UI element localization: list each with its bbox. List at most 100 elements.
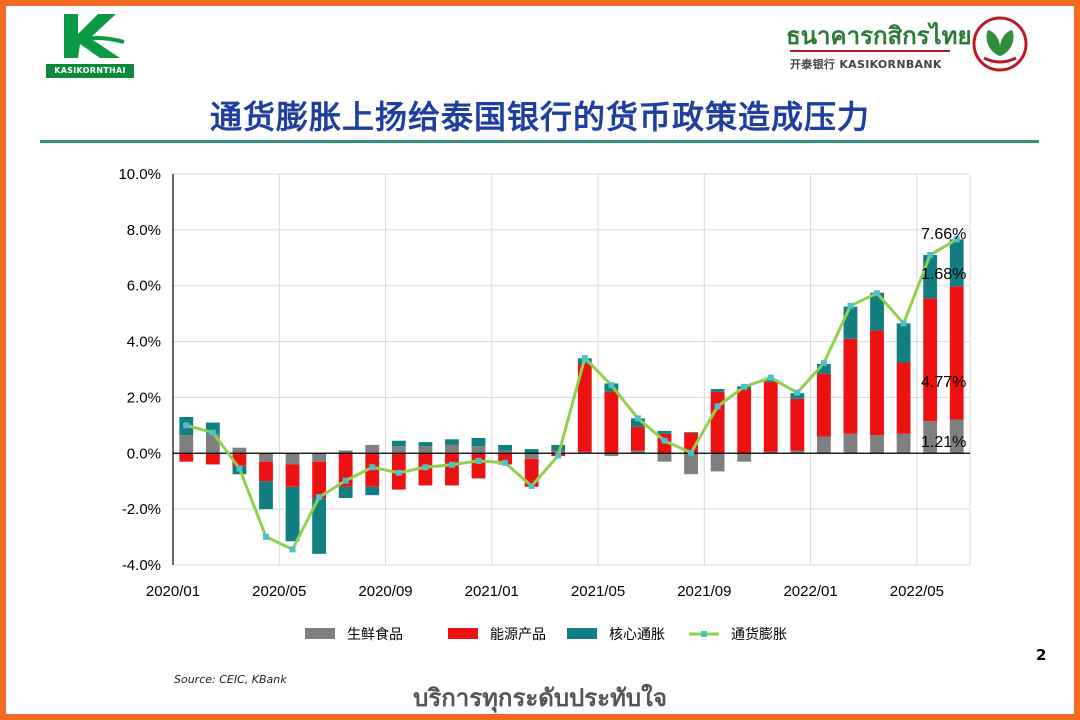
energy-bar [577, 363, 592, 452]
energy-bar [949, 286, 964, 420]
energy-bar [763, 382, 778, 452]
x-tick-label: 2020/09 [358, 583, 412, 600]
core-inflation-bar [285, 486, 300, 542]
y-tick-label: 2.0% [127, 389, 161, 406]
x-tick-label: 2021/01 [465, 583, 519, 600]
fresh-food-bar [896, 433, 911, 454]
source-note: Source: CEIC, KBank [174, 673, 287, 686]
inflation-point [528, 482, 535, 489]
inflation-point [953, 236, 960, 243]
fresh-food-bar [577, 451, 592, 454]
fresh-food-bar [870, 435, 884, 454]
core-inflation-bar [551, 444, 566, 451]
fresh-food-bar [498, 450, 512, 454]
data-label: 1.21% [921, 434, 966, 451]
fresh-food-bar [763, 451, 778, 454]
fresh-food-bar [445, 444, 459, 454]
fresh-food-bar [259, 453, 273, 462]
fresh-food-bar [843, 433, 858, 454]
core-inflation-bar [365, 486, 380, 496]
legend-label: 能源产品 [490, 627, 546, 643]
inflation-line [185, 238, 958, 551]
bank-name-en: 开泰银行 KASIKORNBANK [790, 58, 942, 71]
x-tick-label: 2020/01 [146, 583, 200, 600]
fresh-food-bar [710, 453, 725, 472]
energy-bar [923, 298, 938, 422]
kasikornbank-logo: ธนาคารกสิกรไทย 开泰银行 KASIKORNBANK [786, 14, 1036, 78]
fresh-food-bar [923, 421, 938, 454]
energy-bar [471, 453, 486, 479]
core-inflation-bar [790, 393, 805, 399]
fresh-food-bar [631, 450, 645, 454]
y-tick-label: 8.0% [127, 222, 161, 239]
y-tick-label: 4.0% [127, 334, 161, 351]
energy-bar [710, 391, 725, 454]
fresh-food-bar [471, 446, 486, 454]
energy-bar [285, 464, 300, 487]
bank-name-divider [790, 50, 950, 52]
k-logo-icon [64, 14, 125, 58]
core-inflation-bar [684, 432, 698, 433]
core-inflation-bar [471, 437, 486, 447]
energy-bar [816, 373, 831, 437]
energy-bar [870, 330, 884, 436]
inflation-point [209, 429, 216, 436]
energy-bar [790, 398, 805, 451]
core-inflation-bar [418, 442, 433, 447]
inflation-point [661, 437, 668, 444]
inflation-point [555, 452, 562, 459]
fresh-food-bar [604, 453, 619, 457]
fresh-food-bar [232, 447, 247, 454]
energy-bar [179, 453, 194, 462]
legend-label: 生鲜食品 [347, 626, 403, 643]
y-tick-label: -2.0% [122, 501, 161, 518]
inflation-point [634, 415, 641, 422]
footer-slogan: บริการทุกระดับประทับใจ [413, 683, 667, 712]
legend-swatch [448, 628, 478, 639]
fresh-food-bar [312, 453, 327, 462]
inflation-point [900, 320, 907, 327]
inflation-point [581, 355, 588, 362]
inflation-point [369, 464, 376, 471]
fresh-food-bar [391, 446, 406, 454]
y-tick-label: 0.0% [127, 445, 161, 462]
inflation-point [395, 469, 402, 476]
fresh-food-bar [684, 453, 698, 475]
data-label: 4.77% [921, 374, 966, 391]
legend-label: 通货膨胀 [731, 626, 787, 643]
core-inflation-bar [338, 486, 353, 498]
inflation-point [183, 422, 190, 429]
inflation-point [688, 449, 695, 456]
fresh-food-bar [418, 446, 433, 454]
fresh-food-bar [816, 436, 831, 454]
inflation-point [847, 302, 854, 309]
core-inflation-bar [391, 440, 406, 447]
energy-bar [312, 461, 327, 498]
y-tick-label: -4.0% [122, 557, 161, 574]
core-inflation-bar [870, 292, 884, 331]
fresh-food-bar [285, 453, 300, 465]
inflation-point [767, 374, 774, 381]
energy-bar [259, 461, 273, 482]
energy-bar [498, 453, 512, 465]
bank-seal-icon [972, 16, 1028, 72]
inflation-point [448, 461, 455, 468]
core-inflation-bar [524, 449, 539, 454]
fresh-food-bar [657, 453, 672, 462]
inflation-point [262, 533, 269, 540]
inflation-point [236, 465, 243, 472]
x-tick-label: 2022/01 [783, 583, 837, 600]
fresh-food-bar [524, 453, 539, 459]
core-inflation-bar [763, 379, 778, 383]
energy-bar [896, 362, 911, 434]
legend-marker [701, 631, 707, 637]
fresh-food-bar [790, 450, 805, 454]
fresh-food-bar [365, 444, 380, 454]
x-tick-label: 2021/09 [677, 583, 731, 600]
inflation-point [741, 383, 748, 390]
core-inflation-bar [710, 389, 725, 392]
core-inflation-bar [816, 363, 831, 374]
kasikornthai-logo: KASIKORNTHAI [44, 12, 136, 80]
slide-title: 通货膨胀上扬给泰国银行的货币政策造成压力 [209, 98, 870, 136]
